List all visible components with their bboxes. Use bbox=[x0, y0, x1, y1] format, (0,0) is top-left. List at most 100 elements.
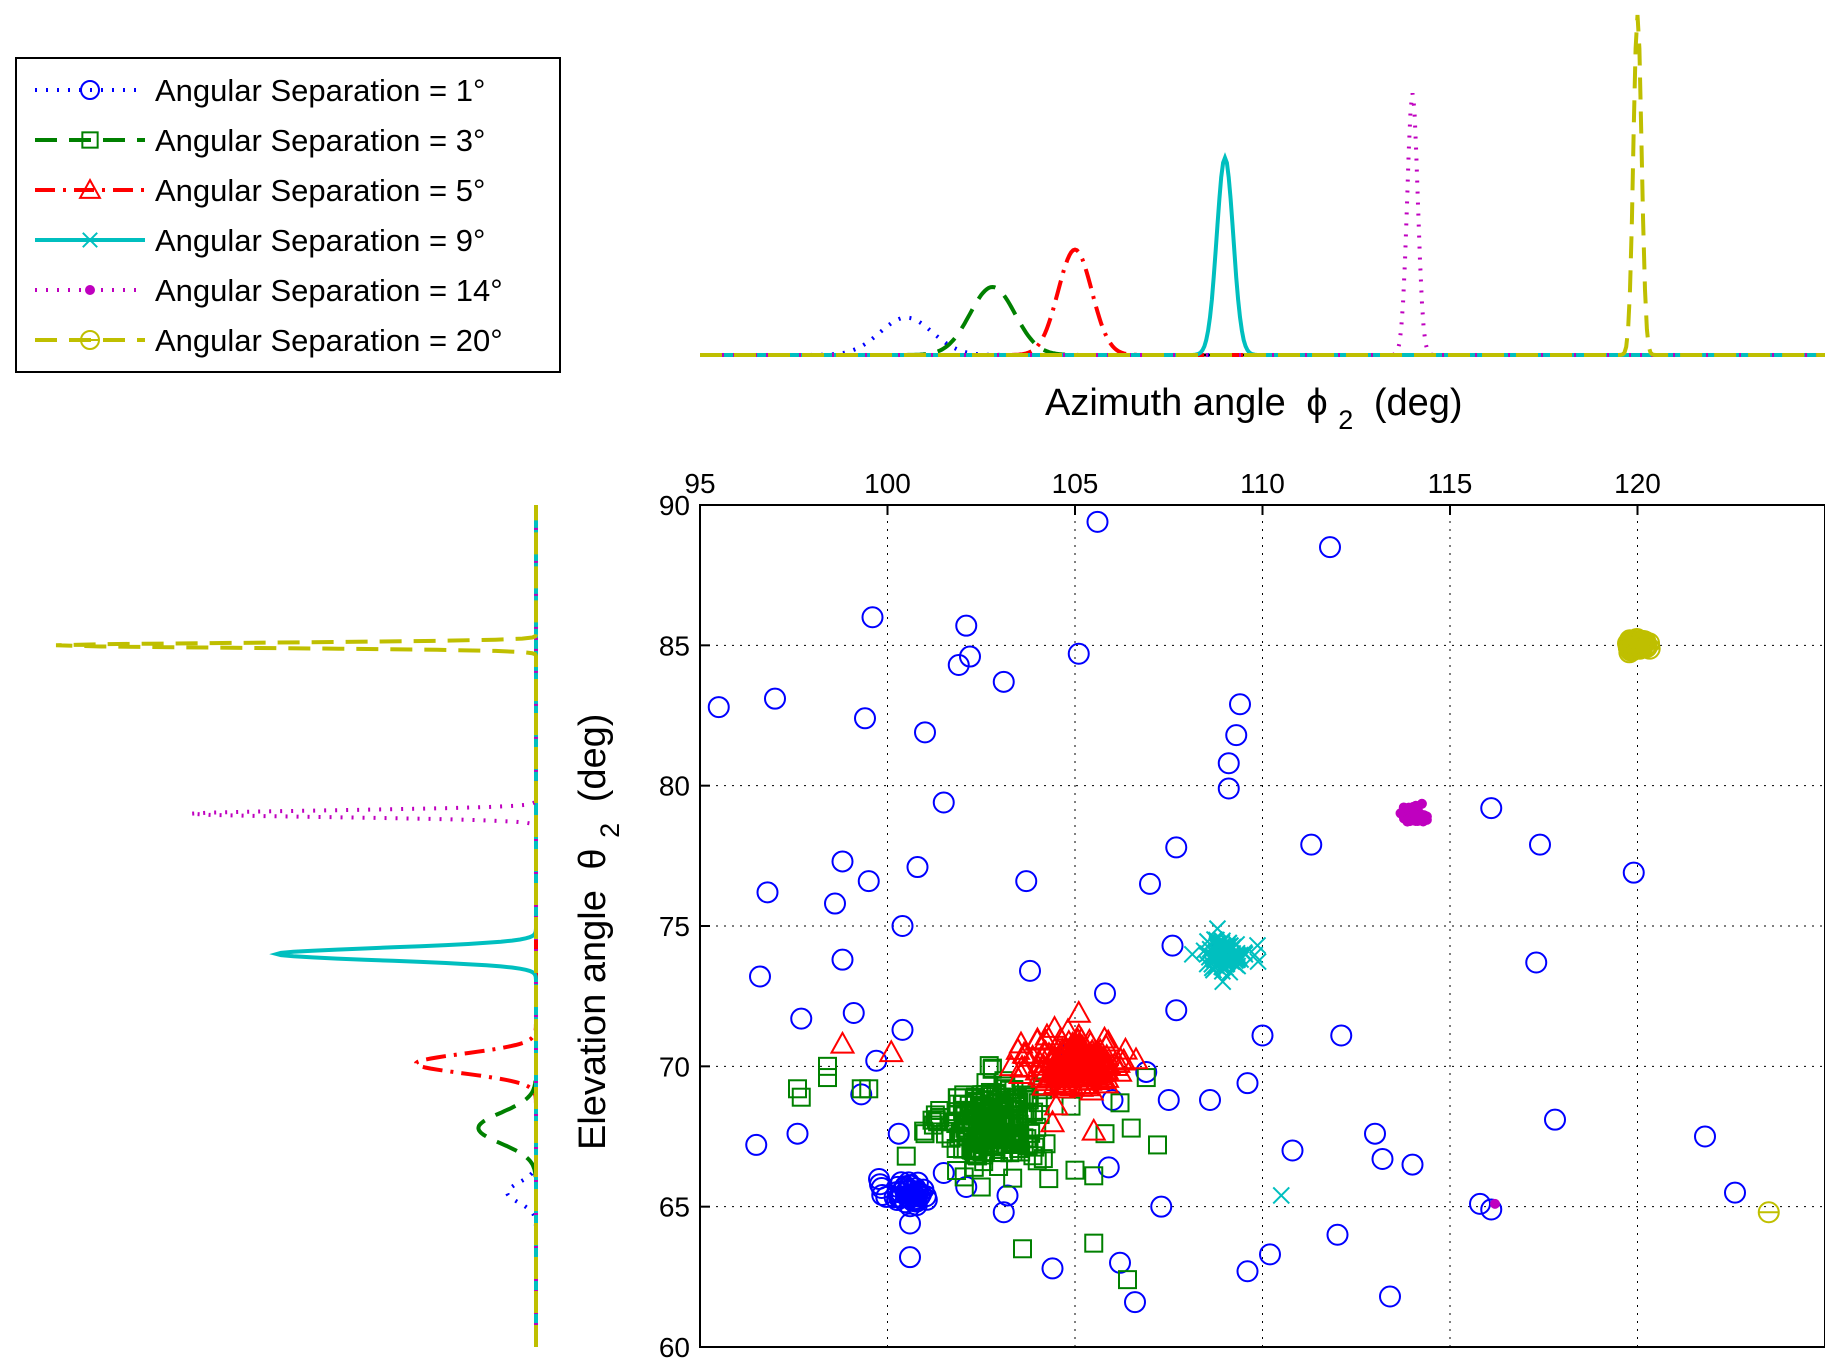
series-2-cluster-point bbox=[1036, 1134, 1056, 1154]
y-tick-label: 70 bbox=[659, 1051, 690, 1082]
y-tick-labels: 60 65 70 75 80 85 90 bbox=[659, 490, 710, 1363]
series-2-cluster-point bbox=[980, 1135, 1000, 1155]
series-1-point bbox=[1319, 536, 1341, 559]
series-1-point bbox=[1094, 982, 1116, 1005]
series-1-point bbox=[1165, 836, 1188, 859]
series-3-cluster-point bbox=[1046, 1049, 1072, 1073]
series-1-point bbox=[1161, 934, 1184, 957]
series-1-point bbox=[1139, 872, 1161, 895]
series-5-cluster-point bbox=[1415, 809, 1426, 820]
series-1-point bbox=[861, 606, 884, 629]
series-2-point bbox=[926, 1110, 946, 1130]
series-1-point bbox=[1622, 861, 1645, 884]
series-5-point bbox=[1490, 1198, 1500, 1209]
series-2-cluster-point bbox=[1023, 1146, 1043, 1166]
series-2-cluster-point bbox=[959, 1095, 979, 1115]
series-3-points bbox=[829, 999, 1149, 1141]
scatter-points bbox=[707, 510, 1780, 1314]
series-2-point bbox=[1039, 1169, 1059, 1189]
legend-marker-sample bbox=[81, 131, 99, 149]
series-2-point bbox=[1110, 1093, 1130, 1113]
series-1-point bbox=[749, 965, 771, 988]
series-1-point bbox=[899, 1212, 921, 1235]
series-1-point bbox=[992, 670, 1015, 693]
x-axis-label-symbol: ϕ bbox=[1306, 382, 1327, 424]
x-axis-label: Azimuth angle ϕ 2 (deg) bbox=[1045, 382, 1463, 438]
elevation-density-series-1 bbox=[505, 505, 538, 1347]
series-4-cluster-point bbox=[1203, 955, 1221, 973]
series-1-point bbox=[1326, 1223, 1349, 1246]
elevation-marginal-plot bbox=[55, 505, 538, 1347]
y-tick-label: 80 bbox=[659, 771, 690, 802]
series-4-cluster-point bbox=[1229, 947, 1247, 965]
series-6-point bbox=[1757, 1201, 1780, 1224]
legend-marker-sample bbox=[78, 178, 102, 199]
y-tick-label: 85 bbox=[659, 630, 690, 661]
series-3-cluster-point bbox=[1024, 1027, 1051, 1051]
series-6-cluster-point bbox=[1619, 631, 1642, 654]
elevation-density-series-6 bbox=[55, 505, 538, 1347]
series-2-cluster-point bbox=[967, 1146, 987, 1166]
series-2-cluster-point bbox=[986, 1124, 1006, 1144]
series-1-point bbox=[992, 1201, 1015, 1224]
series-2-cluster-point bbox=[982, 1058, 1002, 1078]
series-4-points bbox=[1183, 919, 1290, 1205]
series-2-point bbox=[896, 1146, 916, 1166]
series-1-point bbox=[1371, 1147, 1394, 1170]
series-2-point bbox=[1065, 1160, 1085, 1180]
series-1-point bbox=[756, 881, 779, 904]
series-1-point bbox=[854, 707, 876, 730]
legend-marker-sample bbox=[82, 232, 98, 248]
series-3-cluster-point bbox=[1095, 1028, 1121, 1052]
series-1-point bbox=[891, 1018, 914, 1041]
x-axis-label-unit: (deg) bbox=[1374, 382, 1463, 424]
x-tick-label: 95 bbox=[684, 468, 715, 499]
series-1-point bbox=[1150, 1195, 1173, 1218]
series-3-cluster-point bbox=[1007, 1061, 1034, 1084]
series-1-point bbox=[932, 1161, 955, 1184]
series-1-point bbox=[1157, 1089, 1180, 1112]
series-2-points bbox=[788, 1056, 1167, 1290]
series-1-point bbox=[1229, 693, 1251, 716]
series-3-cluster-point bbox=[1089, 1055, 1115, 1079]
y-tick-label: 65 bbox=[659, 1192, 690, 1223]
series-1-point bbox=[1281, 1139, 1304, 1162]
series-3-point bbox=[1066, 999, 1092, 1023]
series-1-point bbox=[1041, 1257, 1064, 1280]
series-3-point bbox=[878, 1039, 904, 1063]
series-2-point bbox=[791, 1087, 811, 1107]
series-1-point bbox=[1165, 999, 1188, 1022]
series-3-point bbox=[1039, 1109, 1066, 1133]
series-1-point bbox=[1544, 1108, 1566, 1131]
legend-label: Angular Separation = 20° bbox=[155, 323, 503, 358]
series-1-cluster-point bbox=[894, 1191, 917, 1214]
series-2-cluster-point bbox=[971, 1102, 991, 1122]
azimuth-marginal-plot bbox=[700, 14, 1825, 357]
series-2-cluster-point bbox=[986, 1085, 1006, 1105]
legend-marker-sample bbox=[80, 80, 100, 100]
y-tick-label: 60 bbox=[659, 1332, 690, 1363]
series-1-point bbox=[824, 892, 846, 915]
series-4-cluster-point bbox=[1245, 946, 1264, 964]
series-2-point bbox=[1118, 1270, 1137, 1290]
series-2-cluster-point bbox=[1003, 1168, 1023, 1188]
series-1-point bbox=[1379, 1285, 1401, 1308]
series-1-point bbox=[1225, 724, 1248, 747]
legend-label: Angular Separation = 1° bbox=[155, 73, 485, 108]
series-1-point bbox=[857, 870, 880, 893]
series-2-cluster-point bbox=[1005, 1111, 1025, 1131]
x-tick-label: 110 bbox=[1240, 468, 1285, 499]
series-2-cluster-point bbox=[951, 1122, 971, 1142]
series-1-point bbox=[707, 696, 730, 719]
series-1-point bbox=[831, 850, 854, 873]
series-1-point bbox=[1199, 1089, 1221, 1112]
series-1-point bbox=[842, 1002, 865, 1025]
series-1-point bbox=[955, 1176, 978, 1199]
series-2-cluster-point bbox=[1021, 1123, 1041, 1143]
series-2-point bbox=[1148, 1135, 1167, 1155]
legend: Angular Separation = 1° Angular Separatio… bbox=[15, 57, 561, 373]
legend-marker-sample bbox=[85, 285, 95, 295]
series-1-point bbox=[786, 1122, 809, 1145]
series-4-cluster-point bbox=[1235, 943, 1253, 962]
series-2-cluster-point bbox=[957, 1118, 977, 1138]
